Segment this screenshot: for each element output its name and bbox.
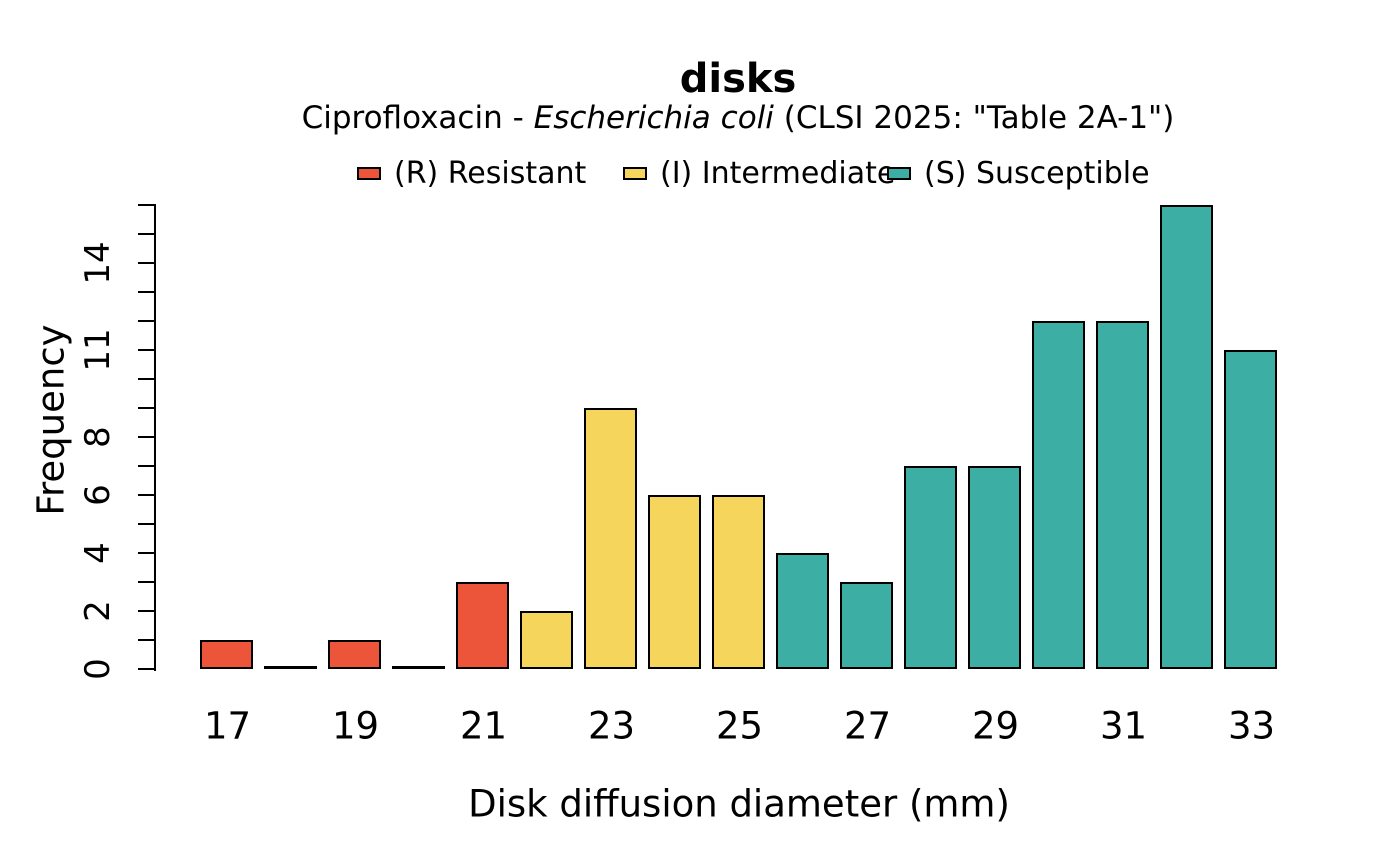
legend-item-resistant: (R) Resistant (357, 155, 587, 191)
y-tick-label: 2 (78, 600, 118, 622)
x-tick-label: 23 (587, 704, 636, 748)
legend-label: (I) Intermediate (660, 155, 896, 191)
y-axis-tick (138, 204, 154, 206)
bar-23mm (584, 408, 637, 669)
x-tick-label: 17 (203, 704, 252, 748)
legend-item-intermediate: (I) Intermediate (623, 155, 896, 191)
y-axis-tick (138, 494, 154, 496)
legend-swatch-icon (623, 167, 647, 180)
x-tick-label: 19 (331, 704, 380, 748)
y-axis-tick (138, 436, 154, 438)
bar-21mm (456, 582, 509, 669)
x-axis-title: Disk diffusion diameter (mm) (468, 782, 1010, 826)
legend-label: (S) Susceptible (924, 155, 1150, 191)
bar-24mm (648, 495, 701, 669)
bar-27mm (840, 582, 893, 669)
chart-subtitle: Ciprofloxacin - Escherichia coli (CLSI 2… (302, 100, 1175, 136)
subtitle-species: Escherichia coli (533, 100, 774, 136)
y-tick-label: 6 (78, 484, 118, 506)
y-axis-tick (138, 523, 154, 525)
y-axis-tick (138, 581, 154, 583)
legend-swatch-icon (887, 167, 911, 180)
y-axis-tick (138, 610, 154, 612)
y-tick-label: 4 (78, 542, 118, 564)
x-tick-label: 21 (459, 704, 508, 748)
legend-label: (R) Resistant (394, 155, 587, 191)
x-tick-label: 27 (843, 704, 892, 748)
subtitle-drug: Ciprofloxacin - (301, 100, 534, 136)
y-axis-tick (138, 407, 154, 409)
x-tick-label: 25 (715, 704, 764, 748)
bar-19mm (328, 640, 381, 669)
y-axis-tick (138, 349, 154, 351)
bar-25mm (712, 495, 765, 669)
y-tick-label: 0 (78, 658, 118, 680)
y-axis-tick (138, 378, 154, 380)
bar-32mm (1160, 205, 1213, 669)
y-axis-tick (138, 465, 154, 467)
y-axis-line (154, 204, 156, 671)
x-tick-label: 31 (1099, 704, 1148, 748)
bar-18mm-zero (264, 666, 317, 669)
bar-30mm (1032, 321, 1085, 669)
bar-33mm (1224, 350, 1277, 669)
y-axis-tick (138, 233, 154, 235)
y-axis-tick (138, 552, 154, 554)
y-tick-label: 14 (78, 241, 118, 285)
bar-22mm (520, 611, 573, 669)
y-axis-tick (138, 291, 154, 293)
y-axis-tick (138, 639, 154, 641)
x-tick-label: 33 (1227, 704, 1276, 748)
y-axis-tick (138, 320, 154, 322)
y-tick-label: 11 (78, 328, 118, 372)
y-tick-label: 8 (78, 426, 118, 448)
legend-item-susceptible: (S) Susceptible (887, 155, 1150, 191)
bar-26mm (776, 553, 829, 669)
bar-31mm (1096, 321, 1149, 669)
x-tick-label: 29 (971, 704, 1020, 748)
bar-29mm (968, 466, 1021, 669)
subtitle-guideline: (CLSI 2025: "Table 2A-1") (773, 100, 1175, 136)
bar-20mm-zero (392, 666, 445, 669)
bar-28mm (904, 466, 957, 669)
legend-swatch-icon (357, 167, 381, 180)
y-axis-tick (138, 262, 154, 264)
bar-17mm (200, 640, 253, 669)
y-axis-tick (138, 668, 154, 670)
chart-title: disks (679, 56, 797, 102)
